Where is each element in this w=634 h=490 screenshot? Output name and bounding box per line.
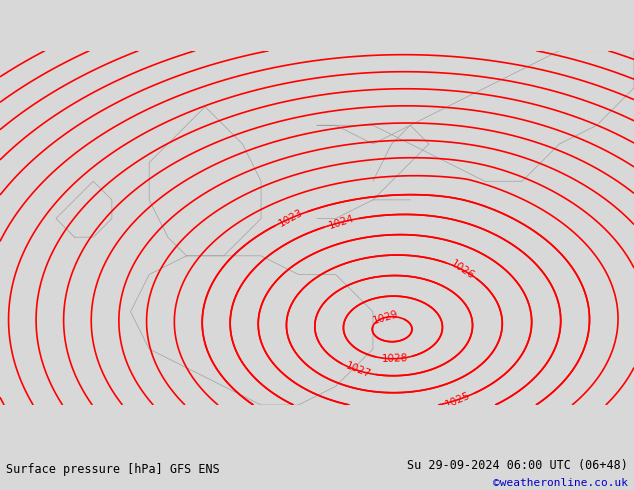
Text: 1027: 1027 xyxy=(344,361,372,380)
Text: 1029: 1029 xyxy=(372,309,400,326)
Polygon shape xyxy=(186,125,392,237)
Polygon shape xyxy=(131,386,597,405)
Text: 1025: 1025 xyxy=(444,390,472,410)
Text: 1024: 1024 xyxy=(327,214,356,231)
Text: ©weatheronline.co.uk: ©weatheronline.co.uk xyxy=(493,478,628,488)
Text: 1023: 1023 xyxy=(277,207,305,229)
Polygon shape xyxy=(410,125,597,200)
Text: 1028: 1028 xyxy=(381,353,408,364)
Text: 1026: 1026 xyxy=(448,258,476,281)
Text: Surface pressure [hPa] GFS ENS: Surface pressure [hPa] GFS ENS xyxy=(6,463,220,476)
Polygon shape xyxy=(0,50,186,405)
Text: Su 29-09-2024 06:00 UTC (06+48): Su 29-09-2024 06:00 UTC (06+48) xyxy=(407,460,628,472)
